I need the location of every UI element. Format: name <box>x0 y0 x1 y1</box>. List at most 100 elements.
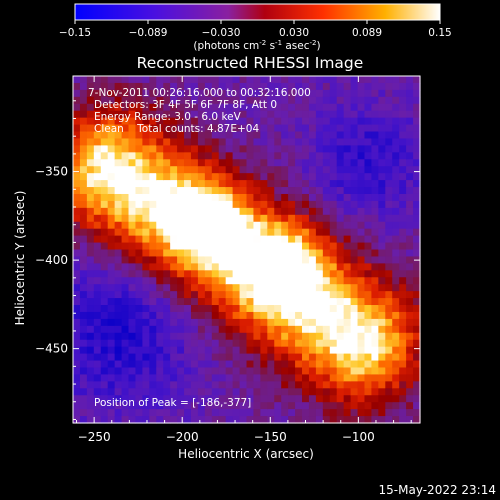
y-axis-label: Heliocentric Y (arcsec) <box>13 191 27 326</box>
heatmap-cell <box>142 416 150 424</box>
heatmap-cell <box>322 311 331 320</box>
heatmap-cell <box>274 76 282 84</box>
x-axis: −250 −200 −150 −100 <box>76 76 412 444</box>
heatmap-cell <box>392 180 400 188</box>
heatmap-cell <box>308 117 317 126</box>
colorbar-tick-label: 0.030 <box>279 27 309 39</box>
heatmap-cell <box>253 381 261 389</box>
heatmap-cell <box>378 180 386 188</box>
heatmap-cell <box>364 256 373 264</box>
heatmap-cell <box>302 110 310 119</box>
heatmap-cell <box>336 214 345 223</box>
heatmap-cell <box>295 221 303 230</box>
heatmap-cell <box>211 96 220 105</box>
heatmap-cell <box>100 89 109 98</box>
heatmap-cell <box>322 214 331 223</box>
heatmap-cell <box>211 395 220 403</box>
heatmap-cell <box>357 311 366 320</box>
heatmap-cell <box>190 235 199 244</box>
heatmap-cell <box>107 200 116 209</box>
heatmap-cell <box>135 353 143 362</box>
heatmap-cell <box>315 193 324 202</box>
heatmap-cell <box>79 159 88 167</box>
heatmap-cell <box>163 110 171 119</box>
heatmap-cell <box>350 221 359 230</box>
heatmap-cell <box>177 173 185 181</box>
heatmap-cell <box>211 256 220 264</box>
heatmap-cell <box>204 249 213 258</box>
heatmap-cell <box>149 367 157 376</box>
heatmap-cell <box>371 305 379 313</box>
heatmap-cell <box>79 152 88 160</box>
heatmap-cell <box>378 318 386 327</box>
heatmap-cell <box>218 277 227 285</box>
heatmap-cell <box>253 353 261 362</box>
heatmap-cell <box>288 76 296 84</box>
heatmap-cell <box>274 193 282 202</box>
heatmap-cell <box>163 124 171 133</box>
heatmap-cell <box>149 110 157 119</box>
heatmap-cell <box>364 298 373 306</box>
heatmap-cell <box>357 138 366 146</box>
heatmap-cell <box>142 76 150 84</box>
heatmap-cell <box>274 145 282 153</box>
heatmap-cell <box>114 353 123 362</box>
heatmap-cell <box>239 270 248 278</box>
heatmap-cell <box>100 180 109 188</box>
heatmap-cell <box>73 228 81 237</box>
heatmap-cell <box>225 228 234 237</box>
heatmap-cell <box>343 152 352 160</box>
heatmap-cell <box>371 346 379 355</box>
heatmap-cell <box>267 159 275 167</box>
heatmap-cell <box>322 256 331 264</box>
heatmap-cell <box>211 138 220 146</box>
heatmap-cell <box>281 388 289 396</box>
heatmap-cell <box>114 305 123 313</box>
heatmap-cell <box>322 117 331 126</box>
heatmap-cell <box>107 381 116 389</box>
heatmap-cell <box>135 103 143 112</box>
heatmap-cell <box>73 96 81 105</box>
heatmap-cell <box>274 103 282 112</box>
heatmap-cell <box>371 117 379 126</box>
heatmap-cell <box>315 318 324 327</box>
heatmap-cell <box>246 416 255 424</box>
heatmap-cell <box>218 374 227 382</box>
heatmap-cell <box>260 117 268 126</box>
heatmap-cell <box>79 402 88 410</box>
heatmap-cell <box>170 96 178 105</box>
heatmap-cell <box>295 145 303 153</box>
heatmap-cell <box>121 325 130 334</box>
heatmap-cell <box>364 395 373 403</box>
heatmap-cell <box>281 270 289 278</box>
heatmap-cell <box>413 103 421 112</box>
heatmap-cell <box>184 311 192 320</box>
heatmap-cell <box>302 305 310 313</box>
heatmap-cell <box>149 402 157 410</box>
heatmap-cell <box>149 409 157 417</box>
heatmap-cell <box>163 263 171 271</box>
heatmap-cell <box>149 235 157 244</box>
heatmap-cell <box>100 173 109 181</box>
heatmap-cell <box>308 159 317 167</box>
heatmap-cell <box>260 200 268 209</box>
heatmap-cell <box>322 110 331 119</box>
heatmap-cell <box>142 374 150 382</box>
heatmap-cell <box>246 256 255 264</box>
heatmap-cell <box>225 339 234 348</box>
heatmap-cell <box>197 131 206 140</box>
heatmap-cell <box>281 166 289 174</box>
heatmap-cell <box>197 173 206 181</box>
heatmap-cell <box>121 395 130 403</box>
heatmap-cell <box>253 409 261 417</box>
heatmap-cell <box>364 82 373 91</box>
heatmap-cell <box>308 311 317 320</box>
heatmap-cell <box>246 332 255 341</box>
heatmap-cell <box>73 166 81 174</box>
heatmap-cell <box>204 110 213 119</box>
heatmap-cell <box>232 173 241 181</box>
heatmap-cell <box>378 166 386 174</box>
heatmap-cell <box>107 131 116 140</box>
heatmap-cell <box>399 242 407 251</box>
heatmap-cell <box>128 298 137 306</box>
